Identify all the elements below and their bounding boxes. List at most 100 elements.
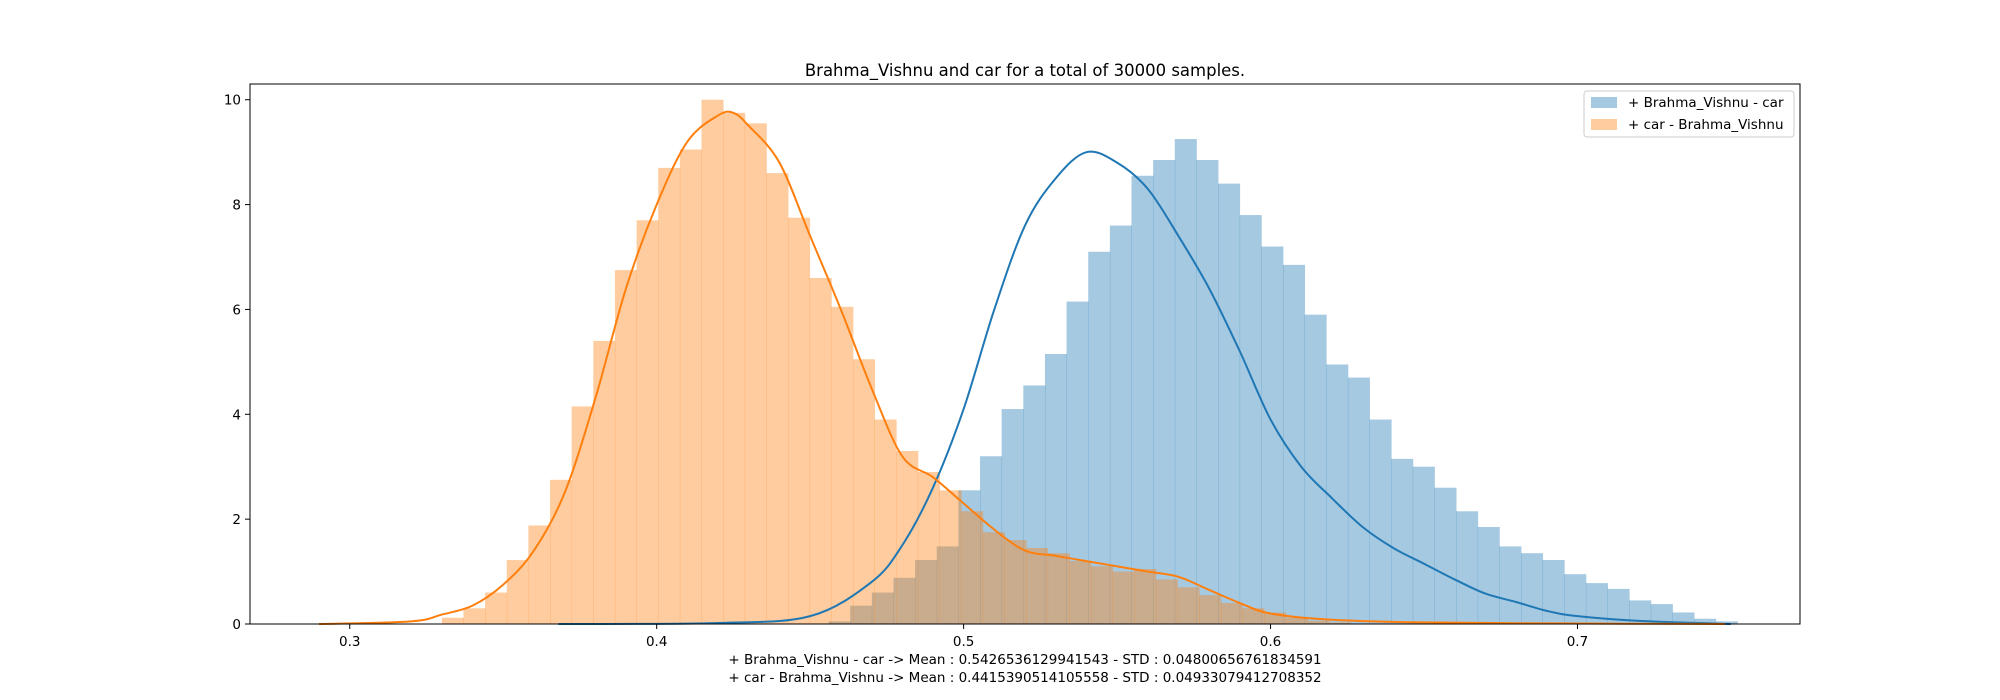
histogram-bar	[915, 560, 938, 624]
legend-swatch-brahma-vishnu-minus-car	[1591, 97, 1617, 108]
y-tick-label: 0	[232, 617, 241, 633]
histogram-bar	[1499, 546, 1522, 624]
histogram-bar	[936, 546, 959, 624]
histogram-bar	[1131, 175, 1154, 624]
histogram-bar	[893, 577, 916, 624]
histogram-bar	[1304, 314, 1327, 624]
x-tick-label: 0.6	[1260, 634, 1281, 650]
histogram-bar	[701, 99, 724, 625]
histogram-bar	[1199, 595, 1222, 624]
histogram-bar	[939, 490, 962, 624]
kde-line-car-brahma-vishnu	[319, 110, 1725, 625]
histogram-bar	[1564, 574, 1587, 624]
histogram-bar	[1220, 603, 1243, 624]
histogram-bar	[1650, 604, 1673, 624]
y-tick-label: 2	[232, 512, 241, 528]
plot-area	[319, 99, 1738, 625]
y-axis-ticks: 0 2 4 6 8 10	[224, 93, 250, 633]
axes-frame	[249, 83, 1801, 625]
histogram-bar	[1066, 301, 1089, 624]
histogram-bar	[1585, 583, 1608, 624]
histogram-bar	[1629, 600, 1652, 624]
histogram-bar	[1155, 579, 1178, 624]
histogram-bar	[614, 270, 637, 624]
histogram-bar	[1001, 409, 1024, 624]
histogram-bar	[636, 220, 659, 624]
histogram-bar	[1177, 587, 1200, 624]
histogram-bar	[980, 456, 1003, 624]
histogram-bar	[1521, 553, 1544, 624]
histogram-bar	[1369, 419, 1392, 624]
x-tick-label: 0.4	[646, 634, 667, 650]
histogram-bar	[1412, 466, 1435, 624]
histogram-bar	[1023, 385, 1046, 624]
histogram-bar	[1153, 160, 1176, 624]
histogram-bar	[441, 617, 464, 624]
histogram-bar	[485, 592, 508, 624]
histogram-bar	[958, 490, 981, 624]
histogram-bar	[1242, 608, 1265, 624]
histogram-bar	[828, 621, 851, 624]
histogram-bar	[1672, 612, 1695, 624]
histogram-bar	[463, 608, 486, 624]
x-axis-label-line-1: + Brahma_Vishnu - car -> Mean : 0.542653…	[728, 652, 1321, 668]
histogram-bar	[1069, 561, 1092, 624]
histogram-bar	[658, 167, 681, 624]
legend-swatch-car-minus-brahma-vishnu	[1591, 119, 1617, 130]
histogram-bar	[1134, 568, 1157, 624]
histogram-bar	[809, 277, 832, 624]
histogram-bar	[1218, 183, 1241, 625]
legend: + Brahma_Vishnu - car + car - Brahma_Vis…	[1583, 90, 1795, 138]
histogram-bar	[1285, 617, 1308, 624]
histogram-bar	[788, 217, 811, 624]
histogram-bar	[1456, 511, 1479, 624]
histogram-bar	[1196, 160, 1219, 624]
y-tick-label: 8	[232, 198, 241, 214]
histogram-bar	[1112, 571, 1135, 624]
histogram-bar	[850, 605, 873, 624]
histogram-bar	[679, 149, 702, 624]
x-tick-label: 0.5	[953, 634, 974, 650]
histogram-bar	[1239, 215, 1262, 624]
histogram-bar	[961, 511, 984, 624]
histogram-bar	[1088, 251, 1111, 624]
histogram-bar	[1329, 622, 1352, 624]
histogram-bar	[766, 173, 789, 624]
histogram-bar	[1307, 620, 1330, 624]
y-tick-label: 6	[232, 302, 241, 318]
legend-box	[1583, 90, 1795, 138]
histogram-bar	[593, 340, 616, 624]
histogram-bar	[1694, 618, 1717, 624]
x-axis-label-line-2: + car - Brahma_Vishnu -> Mean : 0.441539…	[728, 670, 1321, 686]
histogram-bar	[871, 592, 894, 624]
legend-label-car-minus-brahma-vishnu: + car - Brahma_Vishnu	[1628, 117, 1784, 133]
x-tick-label: 0.7	[1567, 634, 1588, 650]
histogram-bar	[1326, 364, 1349, 624]
histogram-bar	[1434, 487, 1457, 624]
histogram-bar	[1109, 225, 1132, 625]
chart-title: Brahma_Vishnu and car for a total of 300…	[805, 61, 1245, 81]
y-tick-label: 4	[232, 407, 241, 423]
histogram-bar	[1607, 588, 1630, 624]
histogram-bar	[982, 532, 1005, 624]
histogram-car-brahma-vishnu	[441, 99, 1352, 625]
histogram-bar	[1391, 458, 1414, 624]
histogram-bar	[744, 123, 767, 624]
histogram-bar	[1047, 553, 1070, 624]
histogram-bar	[1347, 377, 1370, 624]
histogram-bar	[723, 112, 746, 624]
histogram-bar	[874, 419, 897, 624]
histogram-bar	[550, 479, 573, 624]
legend-label-brahma-vishnu-minus-car: + Brahma_Vishnu - car	[1628, 95, 1784, 111]
histogram-bar	[571, 406, 594, 624]
histogram-bar	[1261, 246, 1284, 624]
kde-line-brahma-vishnu-car	[558, 150, 1731, 625]
x-tick-label: 0.3	[339, 634, 360, 650]
histogram-bar	[1282, 264, 1306, 624]
histogram-bar	[1004, 540, 1027, 624]
histogram-bar	[831, 306, 854, 624]
histogram-bar	[1090, 566, 1114, 624]
histogram-bar	[1542, 560, 1565, 624]
histogram-bar	[852, 359, 876, 624]
